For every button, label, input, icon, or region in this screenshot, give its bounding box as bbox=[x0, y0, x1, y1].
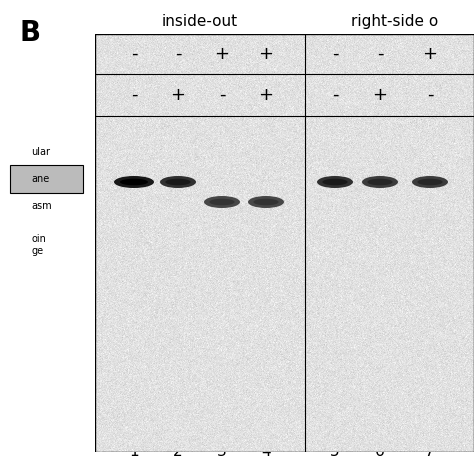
Text: B: B bbox=[20, 19, 41, 47]
Text: 2: 2 bbox=[173, 444, 183, 459]
Text: ge: ge bbox=[31, 246, 44, 256]
Ellipse shape bbox=[207, 197, 237, 207]
Text: 1: 1 bbox=[129, 444, 139, 459]
Ellipse shape bbox=[160, 176, 196, 188]
Ellipse shape bbox=[365, 177, 395, 187]
Ellipse shape bbox=[210, 198, 234, 206]
Ellipse shape bbox=[204, 196, 240, 208]
Text: -: - bbox=[427, 86, 433, 104]
Ellipse shape bbox=[117, 177, 151, 187]
Ellipse shape bbox=[163, 177, 193, 187]
Bar bbox=[10, 165, 83, 193]
Text: ular: ular bbox=[31, 147, 51, 157]
Ellipse shape bbox=[120, 179, 148, 185]
Ellipse shape bbox=[362, 176, 398, 188]
Ellipse shape bbox=[251, 197, 281, 207]
Ellipse shape bbox=[322, 179, 347, 185]
Text: -: - bbox=[332, 86, 338, 104]
Ellipse shape bbox=[121, 178, 147, 186]
Text: 5: 5 bbox=[330, 444, 340, 459]
Text: -: - bbox=[131, 86, 137, 104]
Ellipse shape bbox=[165, 179, 191, 185]
Ellipse shape bbox=[412, 176, 448, 188]
Text: +: + bbox=[422, 45, 438, 63]
Text: inside-out: inside-out bbox=[162, 14, 238, 29]
Text: 7: 7 bbox=[425, 444, 435, 459]
Text: -: - bbox=[377, 45, 383, 63]
Text: -: - bbox=[131, 45, 137, 63]
Text: -: - bbox=[332, 45, 338, 63]
Text: -: - bbox=[219, 86, 225, 104]
Ellipse shape bbox=[415, 177, 445, 187]
Text: right-side o: right-side o bbox=[351, 14, 438, 29]
Ellipse shape bbox=[210, 199, 235, 205]
Text: +: + bbox=[171, 86, 185, 104]
Ellipse shape bbox=[319, 177, 350, 187]
Text: 4: 4 bbox=[261, 444, 271, 459]
Text: +: + bbox=[373, 86, 388, 104]
Ellipse shape bbox=[368, 178, 392, 186]
Ellipse shape bbox=[317, 176, 353, 188]
Ellipse shape bbox=[418, 179, 443, 185]
Ellipse shape bbox=[418, 178, 442, 186]
Text: asm: asm bbox=[31, 201, 52, 211]
Text: oin: oin bbox=[31, 234, 46, 244]
Text: -: - bbox=[175, 45, 181, 63]
Ellipse shape bbox=[323, 178, 346, 186]
Ellipse shape bbox=[254, 199, 279, 205]
Ellipse shape bbox=[166, 178, 190, 186]
Ellipse shape bbox=[248, 196, 284, 208]
Text: +: + bbox=[215, 45, 229, 63]
Text: +: + bbox=[258, 45, 273, 63]
Text: +: + bbox=[258, 86, 273, 104]
Text: 3: 3 bbox=[217, 444, 227, 459]
Ellipse shape bbox=[367, 179, 392, 185]
Ellipse shape bbox=[254, 198, 278, 206]
Text: ane: ane bbox=[31, 174, 50, 184]
Text: 6: 6 bbox=[375, 444, 385, 459]
Ellipse shape bbox=[114, 176, 154, 188]
